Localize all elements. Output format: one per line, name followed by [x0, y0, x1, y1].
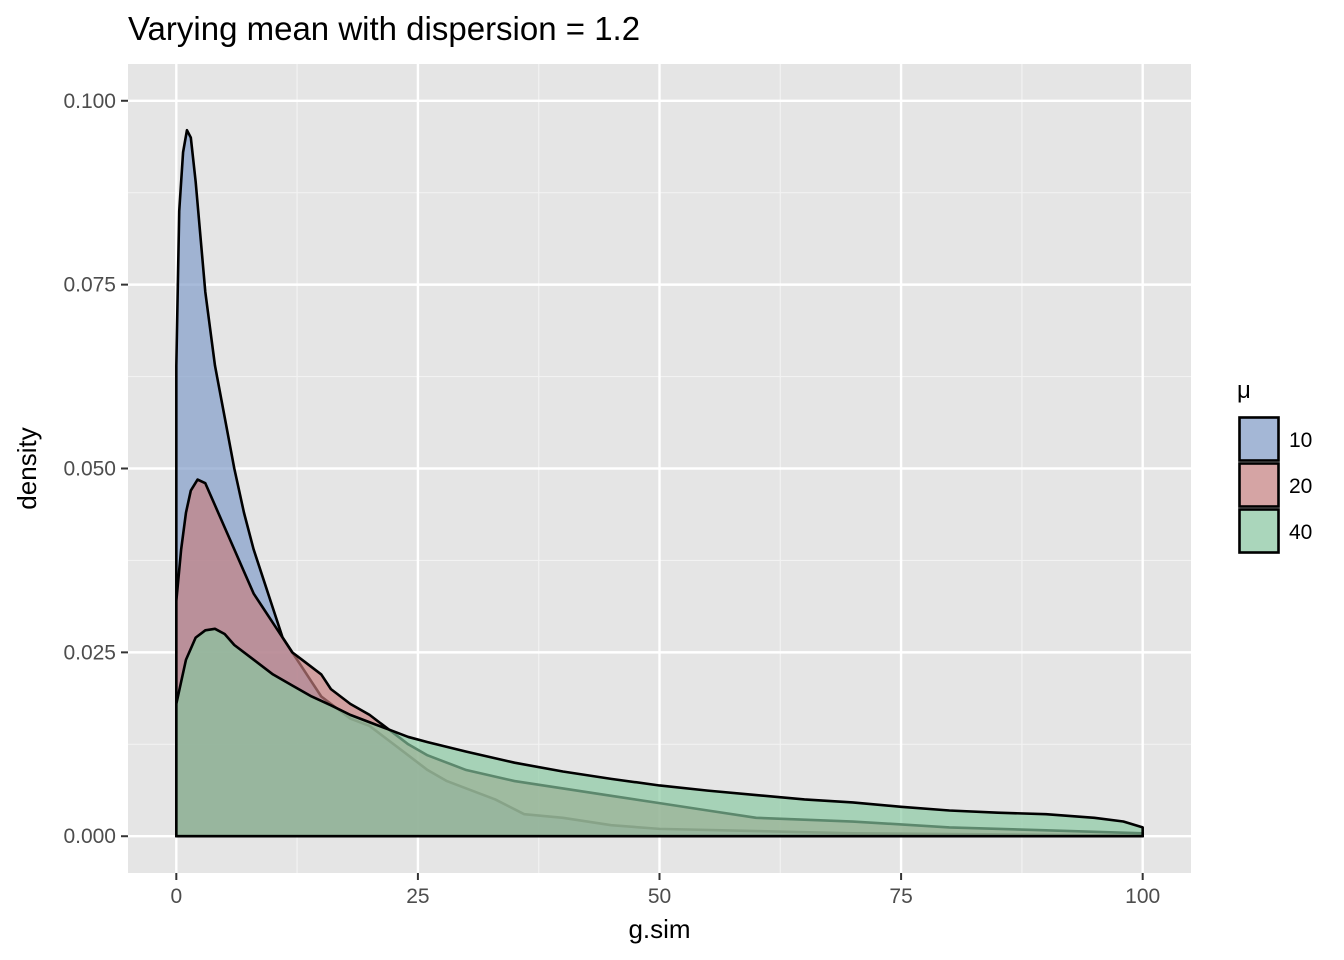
legend-label: 40	[1289, 521, 1312, 544]
legend: μ 10 20 40	[1237, 377, 1312, 554]
legend-key-swatch	[1238, 462, 1280, 508]
y-tick-label: 0.000	[63, 825, 116, 848]
x-tick-label: 0	[170, 885, 182, 908]
y-axis: 0.000 0.025 0.050 0.075 0.100	[63, 90, 128, 848]
x-tick-label: 25	[406, 885, 429, 908]
legend-label: 20	[1289, 475, 1312, 498]
legend-key-swatch	[1238, 508, 1280, 554]
density-area-mu-40	[175, 627, 1144, 838]
chart-title: Varying mean with dispersion = 1.2	[128, 10, 640, 47]
y-tick-label: 0.025	[63, 641, 116, 664]
x-tick-label: 100	[1125, 885, 1160, 908]
y-tick-label: 0.100	[63, 90, 116, 113]
legend-key-swatch	[1238, 416, 1280, 462]
density-areas	[175, 128, 1144, 838]
y-axis-title: density	[12, 427, 42, 509]
x-tick-label: 75	[889, 885, 912, 908]
x-axis-title: g.sim	[628, 914, 690, 944]
legend-label: 10	[1289, 429, 1312, 452]
x-tick-label: 50	[648, 885, 671, 908]
x-axis: 0 25 50 75 100	[170, 873, 1160, 908]
y-tick-label: 0.050	[63, 458, 116, 481]
legend-title: μ	[1237, 377, 1251, 404]
y-tick-label: 0.075	[63, 274, 116, 297]
